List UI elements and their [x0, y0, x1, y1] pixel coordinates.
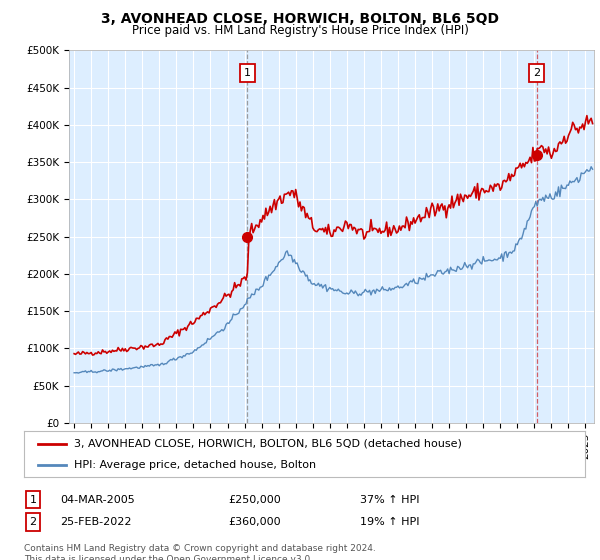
Text: 25-FEB-2022: 25-FEB-2022 [60, 517, 131, 527]
Text: 04-MAR-2005: 04-MAR-2005 [60, 494, 135, 505]
Text: Contains HM Land Registry data © Crown copyright and database right 2024.
This d: Contains HM Land Registry data © Crown c… [24, 544, 376, 560]
Text: £360,000: £360,000 [228, 517, 281, 527]
Text: Price paid vs. HM Land Registry's House Price Index (HPI): Price paid vs. HM Land Registry's House … [131, 24, 469, 37]
Text: HPI: Average price, detached house, Bolton: HPI: Average price, detached house, Bolt… [74, 460, 317, 470]
Text: 1: 1 [29, 494, 37, 505]
Text: 19% ↑ HPI: 19% ↑ HPI [360, 517, 419, 527]
Text: £250,000: £250,000 [228, 494, 281, 505]
Text: 3, AVONHEAD CLOSE, HORWICH, BOLTON, BL6 5QD: 3, AVONHEAD CLOSE, HORWICH, BOLTON, BL6 … [101, 12, 499, 26]
Text: 2: 2 [29, 517, 37, 527]
Text: 1: 1 [244, 68, 251, 78]
Text: 37% ↑ HPI: 37% ↑ HPI [360, 494, 419, 505]
Text: 2: 2 [533, 68, 541, 78]
Text: 3, AVONHEAD CLOSE, HORWICH, BOLTON, BL6 5QD (detached house): 3, AVONHEAD CLOSE, HORWICH, BOLTON, BL6 … [74, 438, 463, 449]
